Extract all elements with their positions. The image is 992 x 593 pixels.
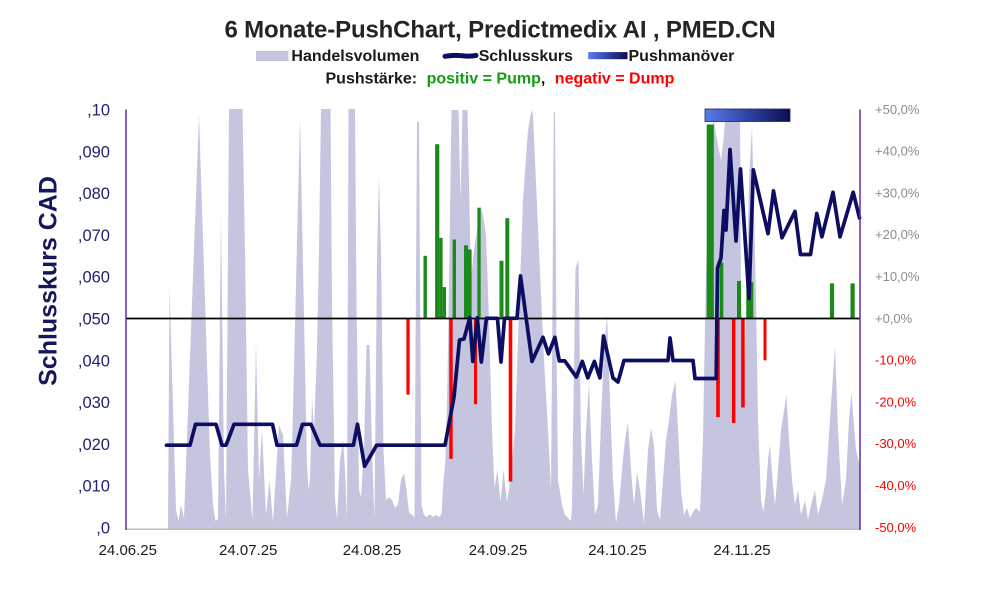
svg-text:Pushstärke:positiv = Pump,nega: Pushstärke: positiv = Pump, negativ = Dump bbox=[326, 71, 675, 88]
svg-text:24.08.25: 24.08.25 bbox=[343, 542, 401, 559]
svg-text:Schlusskurs CAD: Schlusskurs CAD bbox=[35, 176, 63, 386]
svg-text:-10,0%: -10,0% bbox=[875, 353, 917, 368]
svg-text:,050: ,050 bbox=[78, 311, 110, 329]
svg-text:-30,0%: -30,0% bbox=[875, 436, 917, 451]
svg-text:,060: ,060 bbox=[78, 269, 110, 287]
svg-text:,0: ,0 bbox=[96, 520, 110, 538]
svg-text:+50,0%: +50,0% bbox=[875, 102, 920, 117]
svg-text:,10: ,10 bbox=[87, 102, 110, 120]
svg-text:-40,0%: -40,0% bbox=[875, 478, 917, 493]
svg-text:+20,0%: +20,0% bbox=[875, 227, 920, 242]
svg-text:Handelsvolumen: Handelsvolumen bbox=[291, 48, 419, 65]
svg-text:+0,0%: +0,0% bbox=[875, 311, 913, 326]
svg-text:,020: ,020 bbox=[78, 436, 110, 454]
svg-text:-50,0%: -50,0% bbox=[875, 520, 917, 535]
svg-text:,010: ,010 bbox=[78, 478, 110, 496]
svg-text:24.10.25: 24.10.25 bbox=[588, 542, 646, 559]
svg-text:6 Monate-PushChart, Predictmed: 6 Monate-PushChart, Predictmedix AI , PM… bbox=[224, 17, 775, 44]
svg-text:Schlusskurs: Schlusskurs bbox=[479, 48, 573, 65]
svg-text:,080: ,080 bbox=[78, 185, 110, 203]
svg-text:-20,0%: -20,0% bbox=[875, 394, 917, 409]
svg-text:24.11.25: 24.11.25 bbox=[713, 542, 770, 559]
svg-text:,030: ,030 bbox=[78, 394, 110, 412]
svg-text:24.09.25: 24.09.25 bbox=[469, 542, 527, 559]
svg-text:,070: ,070 bbox=[78, 227, 110, 245]
svg-text:+30,0%: +30,0% bbox=[875, 185, 920, 200]
svg-text:,090: ,090 bbox=[78, 143, 110, 161]
svg-text:,040: ,040 bbox=[78, 352, 110, 370]
svg-text:Pushmanöver: Pushmanöver bbox=[629, 48, 735, 65]
svg-text:+40,0%: +40,0% bbox=[875, 144, 920, 159]
svg-text:24.06.25: 24.06.25 bbox=[99, 542, 157, 559]
svg-text:+10,0%: +10,0% bbox=[875, 269, 920, 284]
svg-text:24.07.25: 24.07.25 bbox=[219, 542, 277, 559]
